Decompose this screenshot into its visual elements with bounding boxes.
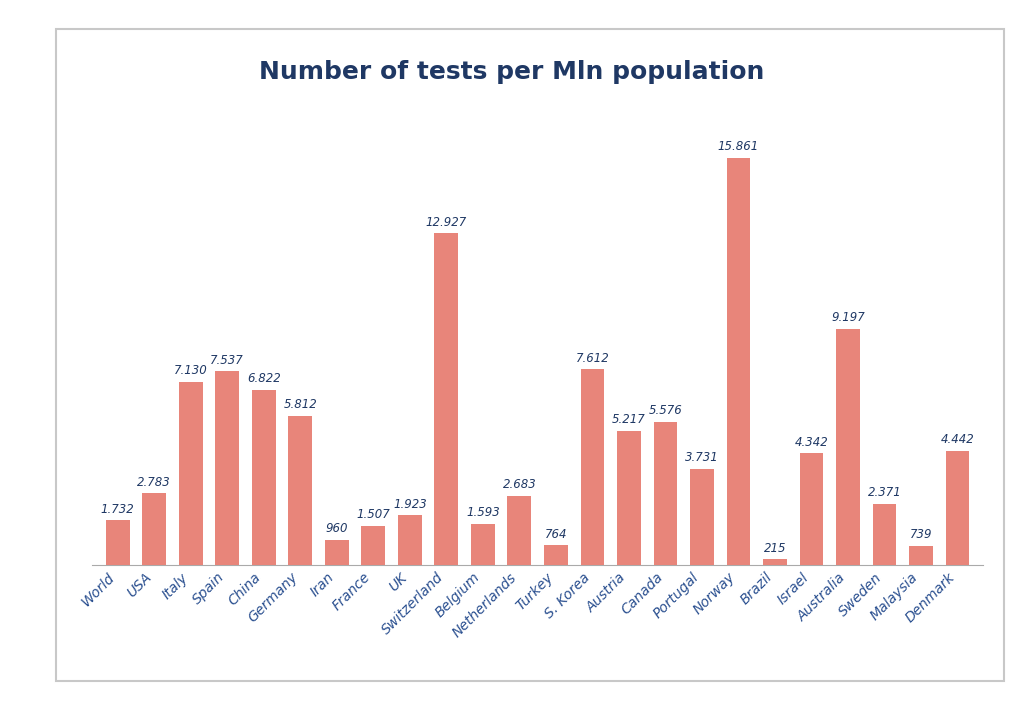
- Text: 7.612: 7.612: [575, 352, 609, 365]
- Text: 5.812: 5.812: [284, 398, 317, 411]
- Text: 5.217: 5.217: [612, 413, 646, 426]
- Text: 1.732: 1.732: [100, 502, 134, 515]
- Bar: [617, 431, 641, 565]
- Bar: [690, 469, 714, 565]
- Text: 7.130: 7.130: [174, 364, 208, 377]
- Bar: [945, 451, 970, 565]
- Bar: [142, 493, 166, 565]
- Text: 2.371: 2.371: [867, 487, 901, 500]
- Text: 215: 215: [764, 542, 786, 555]
- Bar: [179, 382, 203, 565]
- Text: 1.923: 1.923: [393, 498, 427, 510]
- Text: 4.342: 4.342: [795, 436, 828, 449]
- Bar: [653, 421, 677, 565]
- Bar: [836, 329, 860, 565]
- Bar: [105, 521, 130, 565]
- Text: 12.927: 12.927: [426, 216, 467, 229]
- Bar: [727, 158, 751, 565]
- Bar: [252, 390, 275, 565]
- Text: 9.197: 9.197: [831, 311, 865, 324]
- Text: Number of tests per Mln population: Number of tests per Mln population: [259, 60, 765, 85]
- Text: 7.537: 7.537: [210, 354, 244, 367]
- Text: 6.822: 6.822: [247, 372, 281, 385]
- Text: 764: 764: [545, 528, 567, 541]
- Bar: [215, 371, 240, 565]
- Bar: [800, 453, 823, 565]
- Text: 1.507: 1.507: [356, 508, 390, 521]
- Text: 15.861: 15.861: [718, 140, 759, 153]
- Bar: [325, 540, 348, 565]
- Bar: [909, 546, 933, 565]
- Bar: [398, 515, 422, 565]
- Bar: [289, 416, 312, 565]
- Bar: [434, 233, 458, 565]
- Text: 1.593: 1.593: [466, 506, 500, 519]
- Text: 4.442: 4.442: [941, 433, 975, 446]
- Text: 3.731: 3.731: [685, 451, 719, 464]
- Bar: [872, 504, 896, 565]
- Bar: [763, 559, 786, 565]
- Bar: [508, 496, 531, 565]
- Bar: [581, 369, 604, 565]
- Text: 2.783: 2.783: [137, 476, 171, 489]
- Text: 5.576: 5.576: [648, 404, 682, 417]
- Bar: [361, 526, 385, 565]
- Bar: [544, 545, 567, 565]
- Text: 960: 960: [326, 523, 348, 536]
- Text: 2.683: 2.683: [503, 479, 537, 492]
- Bar: [471, 524, 495, 565]
- Text: 739: 739: [909, 528, 932, 541]
